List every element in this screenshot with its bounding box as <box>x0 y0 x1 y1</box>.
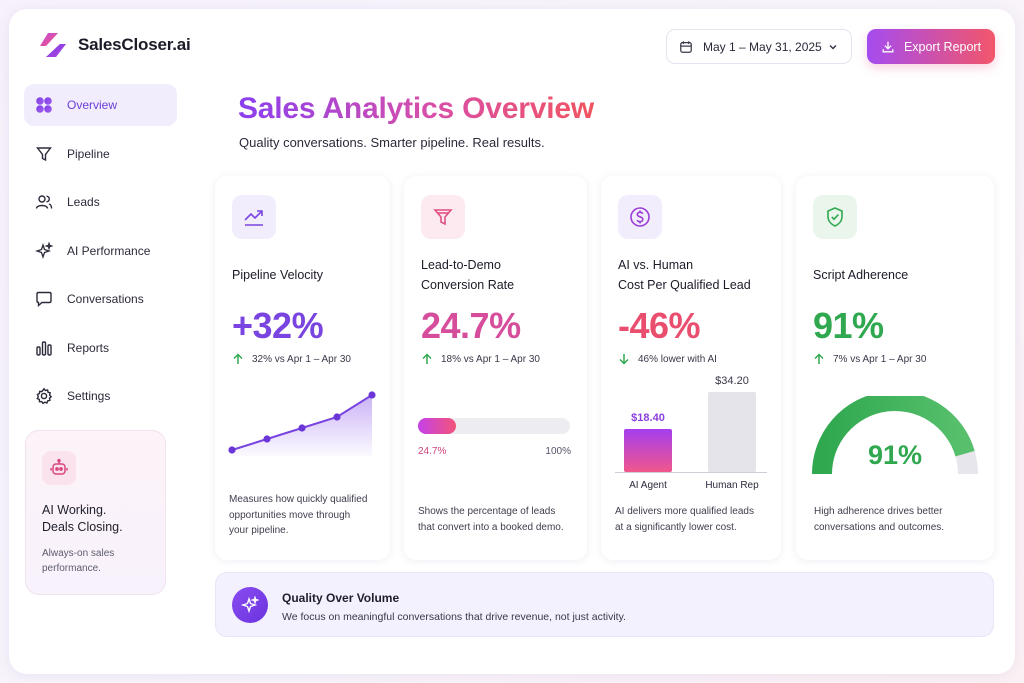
grid-icon <box>35 96 53 114</box>
card-description: High adherence drives better conversatio… <box>814 506 945 533</box>
sidebar-item-settings[interactable]: Settings <box>24 375 177 417</box>
bar <box>624 428 672 472</box>
ai-promo-card: AI Working. Deals Closing. Always-on sal… <box>25 430 166 595</box>
sidebar-item-label: Leads <box>67 195 100 209</box>
banner-title: Quality Over Volume <box>282 591 400 605</box>
users-icon <box>35 193 53 211</box>
download-icon <box>882 41 894 52</box>
calendar-icon <box>680 40 692 53</box>
sidebar-item-label: Conversations <box>67 292 144 306</box>
sidebar-item-label: Overview <box>67 98 118 112</box>
card-title: Lead-to-Demo Conversion Rate <box>421 258 515 292</box>
sidebar-item-pipeline[interactable]: Pipeline <box>24 133 177 175</box>
date-range-picker[interactable]: May 1 – May 31, 2025 <box>666 29 852 64</box>
progress-value-label: 24.7% <box>418 446 447 457</box>
progress-fill <box>418 418 456 434</box>
card-title: Pipeline Velocity <box>232 268 324 282</box>
page-title: Sales Analytics Overview <box>238 92 594 125</box>
card-delta: 46% lower with AI <box>618 353 717 365</box>
banner-subtitle: We focus on meaningful conversations tha… <box>282 611 626 623</box>
filter-icon <box>35 145 53 163</box>
sidebar-item-overview[interactable]: Overview <box>24 84 177 126</box>
shield-check-icon <box>813 195 857 239</box>
arrow-up-icon <box>814 353 824 364</box>
funnel-icon <box>421 195 465 239</box>
card-value: 91% <box>813 305 884 346</box>
data-point <box>368 391 376 399</box>
sidebar-item-ai-performance[interactable]: AI Performance <box>24 230 177 272</box>
data-point <box>298 424 306 432</box>
arrow-up-icon <box>422 353 432 364</box>
gear-icon <box>35 387 53 405</box>
card-value: 24.7% <box>421 305 521 346</box>
trend-up-icon <box>232 195 276 239</box>
logo[interactable]: SalesCloser.ai <box>38 31 191 59</box>
logo-icon <box>40 33 66 57</box>
sidebar-item-label: AI Performance <box>67 243 151 258</box>
date-range-label: May 1 – May 31, 2025 <box>703 39 822 54</box>
cost-bar-chart: $18.40 AI Agent $34.20 Human Rep <box>615 375 767 491</box>
pipeline-velocity-card: Pipeline Velocity +32% 32% vs Apr 1 – Ap… <box>215 176 390 560</box>
bar-data-label: $34.20 <box>715 375 749 387</box>
export-report-label: Export Report <box>903 39 982 54</box>
dollar-icon <box>618 195 662 239</box>
pipeline-line-chart <box>228 391 376 456</box>
cost-per-lead-card: AI vs. Human Cost Per Qualified Lead -46… <box>601 176 781 560</box>
category-label: AI Agent <box>629 480 667 491</box>
sidebar-item-label: Reports <box>67 340 110 355</box>
sidebar-item-label: Pipeline <box>67 146 110 161</box>
bar <box>708 392 756 472</box>
app-name: SalesCloser.ai <box>78 35 191 54</box>
adherence-gauge: 91% <box>812 396 978 475</box>
sidebar-item-leads[interactable]: Leads <box>24 181 177 223</box>
conversion-rate-card: Lead-to-Demo Conversion Rate 24.7% 18% v… <box>404 176 587 560</box>
chevron-down-icon <box>829 44 837 50</box>
data-point <box>228 446 236 454</box>
arrow-down-icon <box>619 354 629 365</box>
promo-subtitle: Always-on sales performance. <box>42 548 115 574</box>
sidebar-item-reports[interactable]: Reports <box>24 327 177 369</box>
card-description: AI delivers more qualified leads at a si… <box>615 506 754 533</box>
arrow-up-icon <box>233 353 243 364</box>
data-point <box>263 435 271 443</box>
gauge-label: 91% <box>868 440 922 470</box>
quality-banner: Quality Over Volume We focus on meaningf… <box>215 572 994 637</box>
bar-chart-icon <box>35 339 53 357</box>
card-description: Shows the percentage of leads that conve… <box>418 506 564 533</box>
conversion-progress-bar <box>418 418 570 434</box>
robot-icon <box>42 451 76 485</box>
promo-title: AI Working. Deals Closing. <box>42 503 123 534</box>
script-adherence-card: Script Adherence 91% 7% vs Apr 1 – Apr 3… <box>796 176 994 560</box>
card-title: AI vs. Human Cost Per Qualified Lead <box>618 258 751 292</box>
sparkle-icon <box>35 241 53 260</box>
card-delta: 7% vs Apr 1 – Apr 30 <box>813 353 926 365</box>
sidebar-item-label: Settings <box>67 389 111 403</box>
export-report-button[interactable]: Export Report <box>867 29 995 64</box>
card-delta: 32% vs Apr 1 – Apr 30 <box>232 353 351 365</box>
gauge-fill <box>812 396 975 475</box>
sidebar-nav: Overview Pipeline Leads AI Performance C… <box>24 84 177 424</box>
card-value: -46% <box>618 305 701 346</box>
card-delta: 18% vs Apr 1 – Apr 30 <box>421 353 540 365</box>
card-value: +32% <box>232 305 324 346</box>
progress-max-label: 100% <box>545 446 571 457</box>
card-title: Script Adherence <box>813 268 909 282</box>
sparkle-icon <box>232 587 268 623</box>
page-subtitle: Quality conversations. Smarter pipeline.… <box>239 135 545 150</box>
sidebar-item-conversations[interactable]: Conversations <box>24 278 177 320</box>
bar-data-label: $18.40 <box>631 412 665 424</box>
category-label: Human Rep <box>705 480 759 491</box>
data-point <box>333 413 341 421</box>
card-description: Measures how quickly qualified opportuni… <box>229 494 368 536</box>
chat-icon <box>35 290 53 308</box>
